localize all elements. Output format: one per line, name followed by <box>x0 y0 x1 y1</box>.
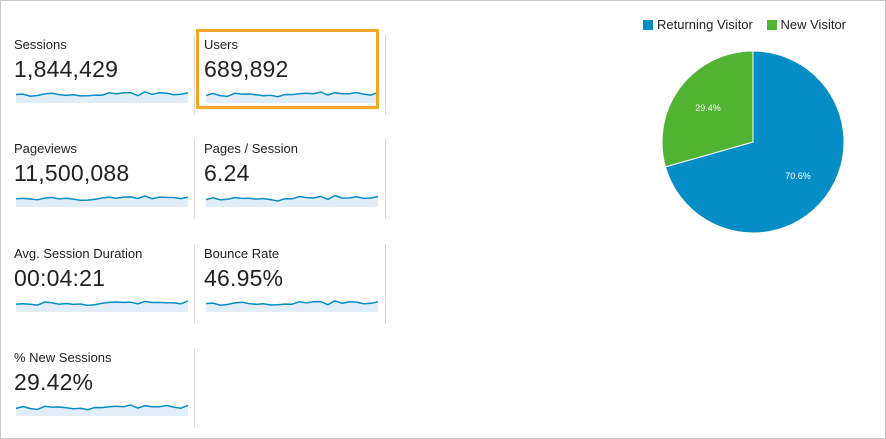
metric-bounce-rate[interactable]: Bounce Rate 46.95% <box>204 246 384 334</box>
users-highlight-box <box>196 29 379 109</box>
metric-value: 1,844,429 <box>14 56 119 82</box>
divider <box>385 139 386 219</box>
metric-label: Sessions <box>14 37 67 52</box>
sparkline-line <box>16 90 188 97</box>
pie-slice-returning-visitor[interactable] <box>664 50 845 234</box>
sparkline-line <box>16 195 188 201</box>
legend-label: New Visitor <box>780 17 847 32</box>
sparkline <box>16 195 188 207</box>
sparkline-line <box>206 194 378 202</box>
legend-swatch <box>643 20 653 30</box>
metric-label: Users <box>204 37 238 52</box>
sparkline-line <box>206 91 378 98</box>
sparkline-line <box>16 300 188 307</box>
metric-label: % New Sessions <box>14 350 112 365</box>
sparkline <box>206 91 378 103</box>
sparkline-area <box>206 300 378 312</box>
metric-label: Avg. Session Duration <box>14 246 143 261</box>
metric-value: 46.95% <box>204 265 284 291</box>
metric-value: 689,892 <box>204 56 289 82</box>
legend-item-new[interactable]: New Visitor <box>766 17 847 32</box>
sparkline-line <box>16 404 188 411</box>
divider <box>194 139 195 219</box>
metric-label: Bounce Rate <box>204 246 280 261</box>
metric-value: 11,500,088 <box>14 160 130 186</box>
pie-label-returning-visitor: 70.6% <box>785 171 811 181</box>
metric-pageviews[interactable]: Pageviews 11,500,088 <box>14 141 194 229</box>
metric-label: Pageviews <box>14 141 77 156</box>
divider <box>194 244 195 324</box>
sparkline-line <box>206 299 378 306</box>
visitor-type-pie-chart: 70.6% 29.4% <box>661 50 845 234</box>
divider <box>194 35 195 115</box>
metric-value: 29.42% <box>14 369 94 395</box>
metric-avg-session-duration[interactable]: Avg. Session Duration 00:04:21 <box>14 246 194 334</box>
sparkline <box>16 90 188 103</box>
legend-item-returning[interactable]: Returning Visitor <box>643 17 753 32</box>
metric-sessions[interactable]: Sessions 1,844,429 <box>14 37 194 125</box>
metric-value: 6.24 <box>204 160 250 186</box>
sparkline <box>16 404 188 416</box>
sparkline-area <box>16 196 188 207</box>
sparkline <box>16 300 188 312</box>
pie-label-new-visitor: 29.4% <box>695 103 721 113</box>
divider <box>385 244 386 324</box>
pie-slice-new-visitor[interactable] <box>661 50 754 168</box>
metric-label: Pages / Session <box>204 141 298 156</box>
chart-legend: Returning Visitor New Visitor <box>643 17 856 32</box>
sparkline-area <box>16 301 188 312</box>
sparkline <box>206 194 378 207</box>
legend-swatch <box>766 20 777 30</box>
metric-users[interactable]: Users 689,892 <box>204 37 384 125</box>
metric-value: 00:04:21 <box>14 265 106 291</box>
divider <box>385 35 386 115</box>
legend-label: Returning Visitor <box>657 17 753 32</box>
metric-pages-per-session[interactable]: Pages / Session 6.24 <box>204 141 384 229</box>
metric-new-sessions[interactable]: % New Sessions 29.42% <box>14 350 194 438</box>
sparkline <box>206 299 378 312</box>
divider <box>194 348 195 428</box>
